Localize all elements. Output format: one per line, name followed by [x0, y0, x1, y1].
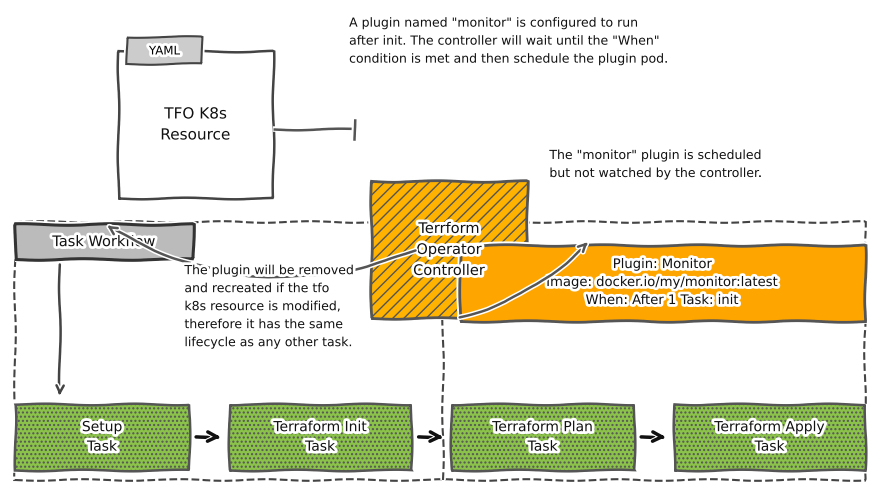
- Text: The plugin will be removed
and recreated if the tfo
k8s resource is modified,
th: The plugin will be removed and recreated…: [184, 264, 354, 349]
- Bar: [15, 404, 189, 470]
- Text: Terraform Plan
Task: Terraform Plan Task: [493, 420, 594, 453]
- Bar: [674, 404, 865, 470]
- Text: YAML: YAML: [149, 44, 180, 57]
- Text: The "monitor" plugin is scheduled
but not watched by the controller.: The "monitor" plugin is scheduled but no…: [549, 149, 763, 180]
- Text: Task Workflow: Task Workflow: [53, 234, 156, 249]
- Text: Terraform Init
Task: Terraform Init Task: [274, 420, 367, 453]
- Bar: [371, 181, 527, 318]
- Text: Plugin: Monitor
Image: docker.io/my/monitor:latest
When: After 1 Task: init: Plugin: Monitor Image: docker.io/my/moni…: [546, 258, 780, 307]
- Text: Terrform
Operator
Controller: Terrform Operator Controller: [413, 221, 485, 278]
- Text: Setup
Task: Setup Task: [82, 420, 122, 453]
- Bar: [15, 222, 865, 480]
- Bar: [229, 404, 411, 470]
- Bar: [127, 38, 202, 64]
- Bar: [451, 404, 634, 470]
- Bar: [460, 245, 865, 321]
- Text: TFO K8s
Resource: TFO K8s Resource: [160, 107, 231, 142]
- Text: A plugin named "monitor" is configured to run
after init. The controller will wa: A plugin named "monitor" is configured t…: [349, 17, 669, 66]
- Bar: [118, 51, 274, 198]
- Bar: [15, 224, 193, 259]
- Text: Terraform Apply
Task: Terraform Apply Task: [714, 420, 825, 453]
